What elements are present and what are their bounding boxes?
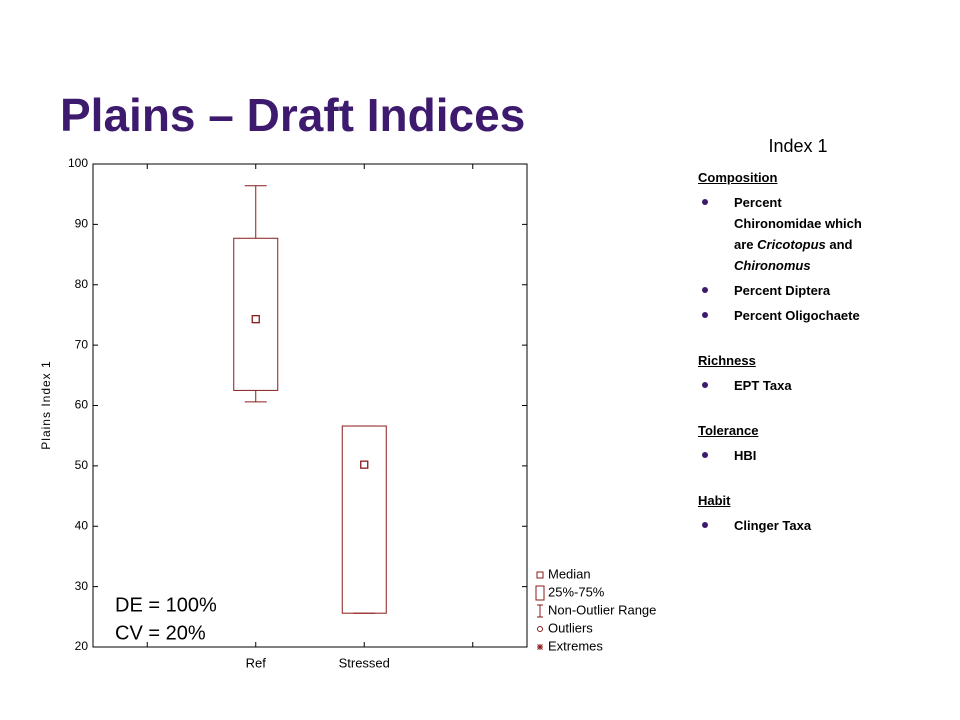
legend-symbol	[537, 626, 543, 632]
item-text: Percent Chironomidae which are	[734, 195, 862, 252]
legend-label: Non-Outlier Range	[548, 602, 656, 617]
y-tick-label: 50	[75, 458, 89, 472]
y-tick-label: 70	[75, 337, 89, 351]
item-text: Percent Diptera	[734, 283, 831, 298]
annotation: CV = 20%	[115, 622, 206, 644]
legend-label: Extremes	[548, 638, 603, 653]
index-panel: Index 1 Composition Percent Chironomidae …	[698, 136, 938, 536]
y-axis-label: Plains Index 1	[39, 360, 53, 449]
box	[341, 425, 387, 614]
panel-title: Index 1	[768, 136, 828, 156]
legend-symbol	[537, 604, 543, 618]
y-tick-label: 80	[75, 277, 89, 291]
section-heading: Habit	[698, 493, 731, 508]
y-tick-label: 30	[75, 579, 89, 593]
item-text: Percent Oligochaete	[734, 308, 860, 323]
y-tick-label: 20	[75, 639, 89, 653]
y-tick-label: 90	[75, 217, 89, 231]
legend-symbol	[536, 571, 544, 579]
legend-label: Median	[548, 566, 591, 581]
bullet-item: HBI	[698, 445, 864, 466]
section-heading: Richness	[698, 353, 756, 368]
plot-frame	[92, 163, 528, 648]
x-tick-label: Ref	[246, 655, 267, 670]
section-heading: Tolerance	[698, 423, 759, 438]
bullet-item: Percent Oligochaete	[698, 305, 864, 326]
legend-label: 25%-75%	[548, 584, 605, 599]
item-text: HBI	[734, 448, 757, 463]
bullet-item: Clinger Taxa	[698, 515, 864, 536]
y-tick-label: 100	[68, 156, 88, 170]
legend-label: Outliers	[548, 620, 593, 635]
median	[251, 315, 260, 324]
annotation: DE = 100%	[115, 594, 217, 616]
legend-symbol	[535, 585, 545, 601]
slide-title: Plains – Draft Indices	[60, 89, 526, 141]
bullet-item: Percent Diptera	[698, 280, 864, 301]
bullet-item: Percent Chironomidae which are Cricotopu…	[698, 192, 864, 276]
x-tick-label: Stressed	[339, 655, 390, 670]
y-tick-label: 60	[75, 398, 89, 412]
bullet-item: EPT Taxa	[698, 375, 864, 396]
item-text: Clinger Taxa	[734, 518, 812, 533]
y-tick-label: 40	[75, 518, 89, 532]
section-heading: Composition	[698, 170, 778, 185]
item-text: and	[825, 237, 853, 252]
item-text: Chironomus	[734, 258, 811, 273]
item-text: EPT Taxa	[734, 378, 792, 393]
item-text: Cricotopus	[757, 237, 826, 252]
box	[233, 237, 279, 391]
median	[360, 460, 369, 469]
legend-symbol	[537, 644, 543, 650]
